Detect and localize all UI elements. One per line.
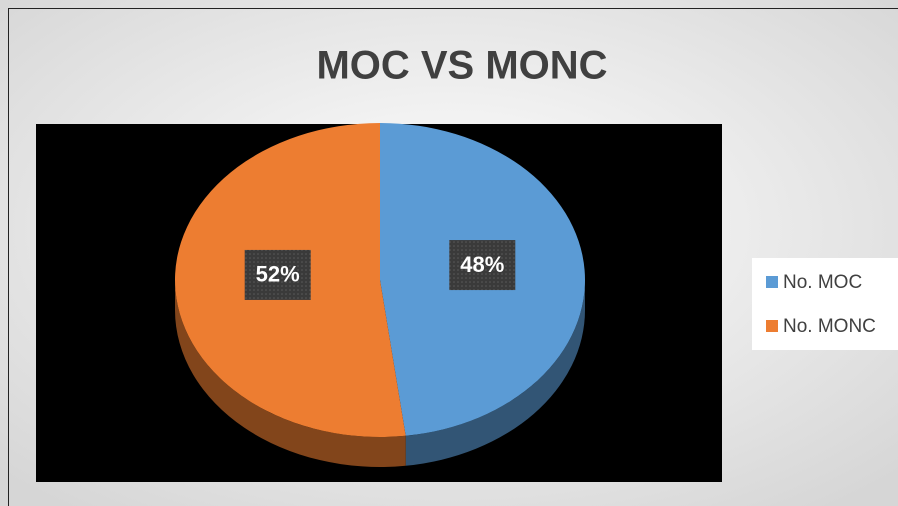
legend-swatch	[766, 320, 778, 332]
legend-label: No. MONC	[783, 316, 876, 337]
slice-side	[405, 280, 585, 466]
slice-side	[175, 280, 406, 468]
data-label-box	[449, 240, 516, 291]
chart-title: MOC VS MONC	[316, 44, 607, 88]
legend	[752, 258, 898, 350]
data-label: 52%	[256, 262, 300, 287]
frame	[8, 8, 898, 506]
legend-label: No. MOC	[783, 272, 862, 293]
legend-swatch	[766, 276, 778, 288]
data-label: 48%	[460, 252, 504, 277]
pie: 48% 52%	[175, 123, 586, 468]
data-label-box	[244, 249, 311, 300]
